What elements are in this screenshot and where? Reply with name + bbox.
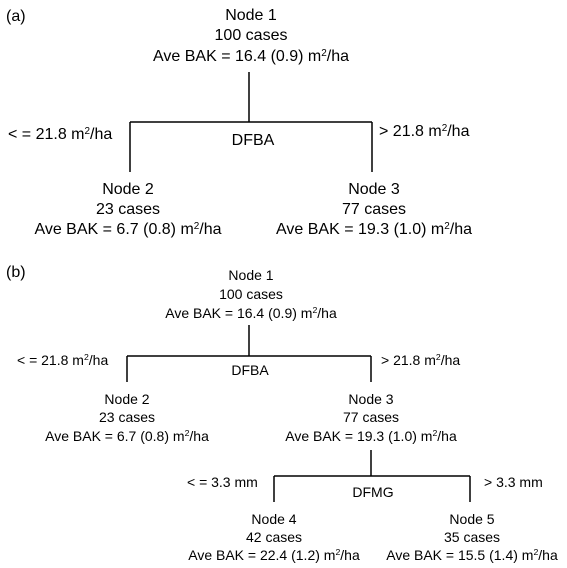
- panel-label-b: (b): [6, 264, 26, 281]
- tree-b-node5-name: Node 5: [449, 511, 495, 527]
- tree-b-node1-cases: 100 cases: [219, 286, 283, 302]
- tree-b-node4-ave: Ave BAK = 22.4 (1.2) m2/ha: [188, 547, 360, 563]
- tree-b-node3-name: Node 3: [348, 391, 394, 407]
- tree-a-split-variable: DFBA: [231, 132, 275, 149]
- tree-b-node4-cases: 42 cases: [245, 529, 303, 545]
- tree-b-node2-name: Node 2: [104, 391, 150, 407]
- tree-b-split1-left-condition: < = 21.8 m2/ha: [17, 352, 109, 368]
- tree-b-split2-left-condition: < = 3.3 mm: [187, 474, 258, 490]
- tree-b-split2-right-condition: > 3.3 mm: [484, 474, 543, 490]
- tree-b-node5-ave: Ave BAK = 15.5 (1.4) m2/ha: [386, 547, 558, 563]
- tree-b-node4-name: Node 4: [251, 511, 297, 527]
- tree-a-node1-name: Node 1: [225, 7, 277, 24]
- tree-b-node2-cases: 23 cases: [98, 409, 156, 425]
- tree-b-node3-cases: 77 cases: [342, 409, 400, 425]
- tree-b-node5-cases: 35 cases: [443, 529, 501, 545]
- tree-b-split1-variable: DFBA: [231, 362, 269, 378]
- tree-b-node1-name: Node 1: [228, 267, 274, 283]
- tree-a-node2-ave: Ave BAK = 6.7 (0.8) m2/ha: [34, 220, 222, 238]
- tree-b-node3-ave: Ave BAK = 19.3 (1.0) m2/ha: [285, 428, 457, 444]
- tree-a-node2-cases: 23 cases: [95, 201, 161, 218]
- tree-a-node3-ave: Ave BAK = 19.3 (1.0) m2/ha: [276, 220, 472, 238]
- tree-a-node1-cases: 100 cases: [214, 27, 288, 44]
- panel-label-a: (a): [6, 8, 26, 25]
- tree-a-node3-name: Node 3: [348, 181, 400, 198]
- tree-a-left-condition: < = 21.8 m2/ha: [8, 125, 113, 143]
- tree-a-node3-cases: 77 cases: [341, 201, 407, 218]
- tree-a-right-condition: > 21.8 m2/ha: [379, 122, 470, 140]
- tree-a-node2-name: Node 2: [102, 181, 154, 198]
- tree-b-split1-right-condition: > 21.8 m2/ha: [381, 352, 461, 368]
- tree-b-node2-ave: Ave BAK = 6.7 (0.8) m2/ha: [45, 428, 209, 444]
- tree-b-split2-variable: DFMG: [352, 484, 394, 500]
- tree-b-node1-ave: Ave BAK = 16.4 (0.9) m2/ha: [165, 305, 337, 321]
- tree-a-node1-ave: Ave BAK = 16.4 (0.9) m2/ha: [153, 47, 349, 65]
